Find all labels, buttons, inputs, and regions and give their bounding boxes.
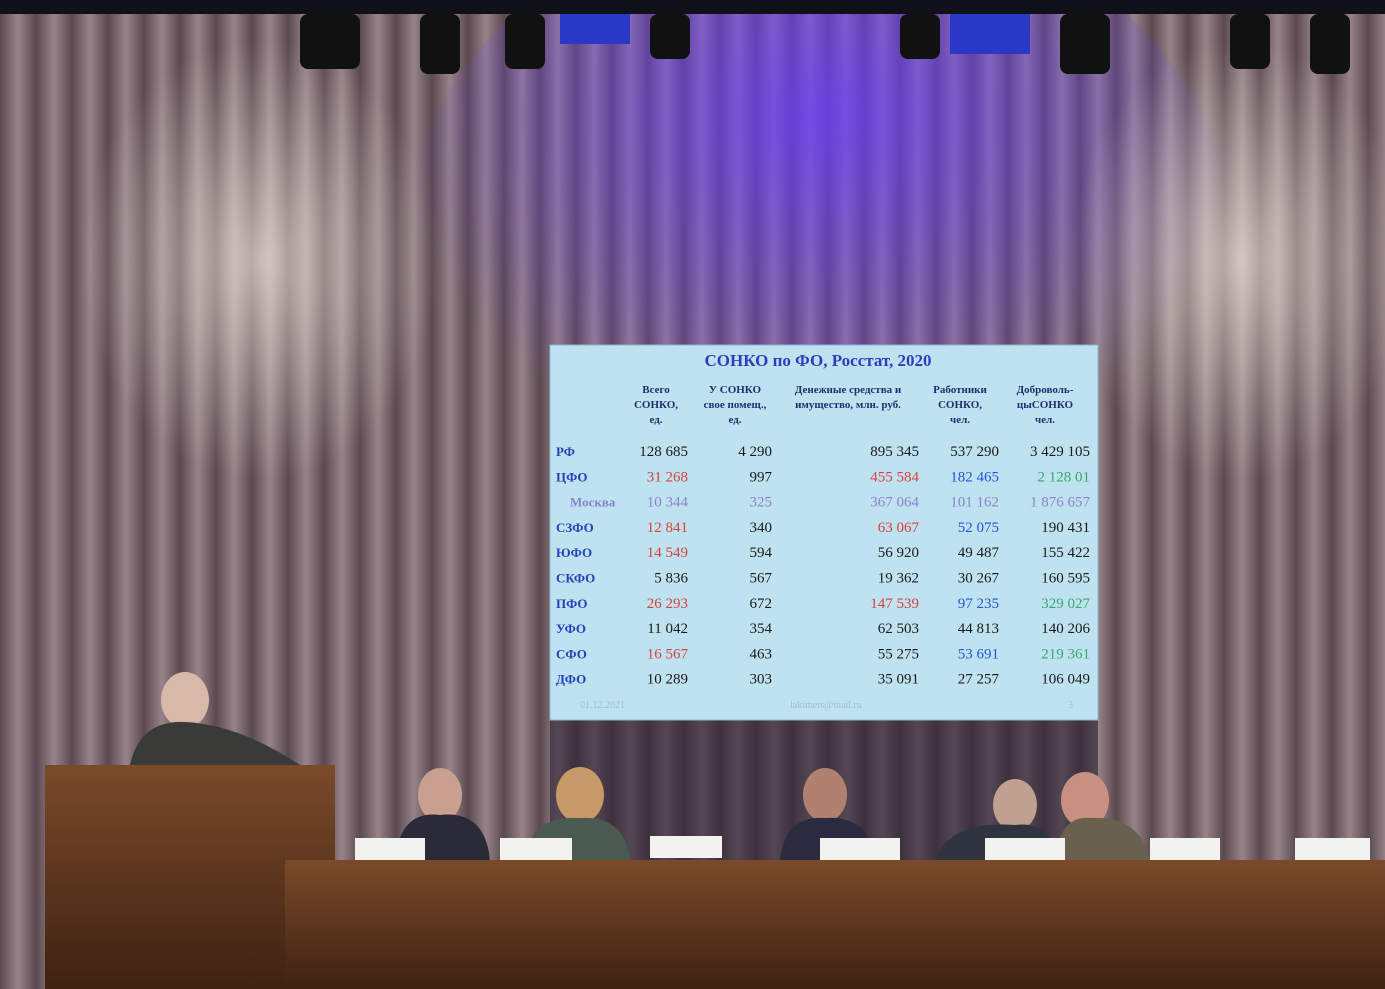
footer-date: 01.12.2021 — [580, 700, 625, 711]
column-header: Денежные средства и — [795, 384, 902, 396]
presidium-table — [285, 860, 1385, 989]
column-header: свое помещ., — [704, 399, 767, 411]
table-cell: 3 429 105 — [1030, 444, 1090, 460]
column-header: чел. — [950, 414, 970, 426]
table-cell: 31 268 — [647, 469, 688, 485]
table-cell: 10 289 — [647, 672, 688, 688]
table-cell: 5 836 — [654, 571, 688, 587]
row-label: СЗФО — [556, 520, 594, 535]
column-header: СОНКО, — [634, 399, 678, 411]
column-header: У СОНКО — [709, 384, 762, 396]
table-cell: 303 — [750, 672, 773, 688]
row-label: ЮФО — [556, 545, 592, 560]
table-cell: 463 — [750, 646, 773, 662]
table-cell: 49 487 — [958, 545, 1000, 561]
row-label: ЦФО — [556, 469, 588, 484]
table-cell: 325 — [750, 495, 773, 511]
table-cell: 52 075 — [958, 520, 999, 536]
table-cell: 14 549 — [647, 545, 688, 561]
table-cell: 35 091 — [878, 672, 919, 688]
column-header: Доброволь- — [1017, 384, 1074, 396]
table-cell: 97 235 — [958, 596, 999, 612]
table-cell: 4 290 — [738, 444, 772, 460]
table-cell: 329 027 — [1041, 596, 1090, 612]
table-cell: 63 067 — [878, 520, 920, 536]
column-header: ед. — [649, 414, 662, 426]
ceiling — [0, 0, 1385, 14]
table-cell: 2 128 01 — [1038, 469, 1091, 485]
column-header: чел. — [1035, 414, 1055, 426]
table-cell: 12 841 — [647, 520, 688, 536]
row-label: ПФО — [556, 596, 588, 611]
table-cell: 44 813 — [958, 621, 999, 637]
table-cell: 62 503 — [878, 621, 919, 637]
photo: СОНКО по ФО, Росстат, 2020 Всего СОНКО, ед… — [0, 0, 1385, 989]
table-cell: 140 206 — [1041, 621, 1090, 637]
footer-email: lakimets@mail.ru — [790, 700, 862, 711]
table-cell: 155 422 — [1041, 545, 1090, 561]
table-cell: 567 — [750, 571, 773, 587]
table-cell: 354 — [750, 621, 773, 637]
table-cell: 182 465 — [950, 469, 999, 485]
table-cell: 10 344 — [647, 495, 689, 511]
column-header: имущество, млн. руб. — [795, 399, 901, 411]
table-cell: 55 275 — [878, 646, 919, 662]
table-cell: 56 920 — [878, 545, 919, 561]
row-label: Москва — [570, 495, 616, 510]
name-plates — [355, 836, 1370, 860]
column-header: цыСОНКО — [1017, 399, 1074, 411]
table-cell: 672 — [750, 596, 773, 612]
row-label: УФО — [556, 621, 586, 636]
table-cell: 147 539 — [870, 596, 919, 612]
table-cell: 190 431 — [1041, 520, 1090, 536]
footer-page: 3 — [1068, 700, 1073, 711]
row-label: РФ — [556, 444, 575, 459]
table-cell: 53 691 — [958, 646, 999, 662]
table-cell: 160 595 — [1041, 571, 1090, 587]
table-cell: 997 — [750, 469, 773, 485]
row-label: ДФО — [556, 672, 586, 687]
table-cell: 895 345 — [870, 444, 919, 460]
table-cell: 26 293 — [647, 596, 688, 612]
spotlight — [80, 40, 440, 480]
column-header: Работники — [933, 384, 987, 396]
row-label: СФО — [556, 646, 587, 661]
table-cell: 106 049 — [1041, 672, 1090, 688]
table-cell: 11 042 — [647, 621, 688, 637]
speaker-head — [161, 672, 209, 728]
table-cell: 367 064 — [870, 495, 919, 511]
table-cell: 27 257 — [958, 672, 1000, 688]
slide-title: СОНКО по ФО, Росстат, 2020 — [705, 351, 932, 370]
table-cell: 1 876 657 — [1030, 495, 1091, 511]
column-header: СОНКО, — [938, 399, 982, 411]
table-cell: 537 290 — [950, 444, 999, 460]
column-header: Всего — [642, 384, 670, 396]
column-header: ед. — [728, 414, 741, 426]
table-cell: 219 361 — [1041, 646, 1090, 662]
table-cell: 19 362 — [878, 571, 919, 587]
table-cell: 30 267 — [958, 571, 1000, 587]
table-cell: 128 685 — [639, 444, 688, 460]
row-label: СКФО — [556, 571, 595, 586]
table-cell: 594 — [750, 545, 773, 561]
table-cell: 16 567 — [647, 646, 689, 662]
table-cell: 340 — [750, 520, 773, 536]
table-cell: 455 584 — [870, 469, 919, 485]
table-cell: 101 162 — [950, 495, 999, 511]
